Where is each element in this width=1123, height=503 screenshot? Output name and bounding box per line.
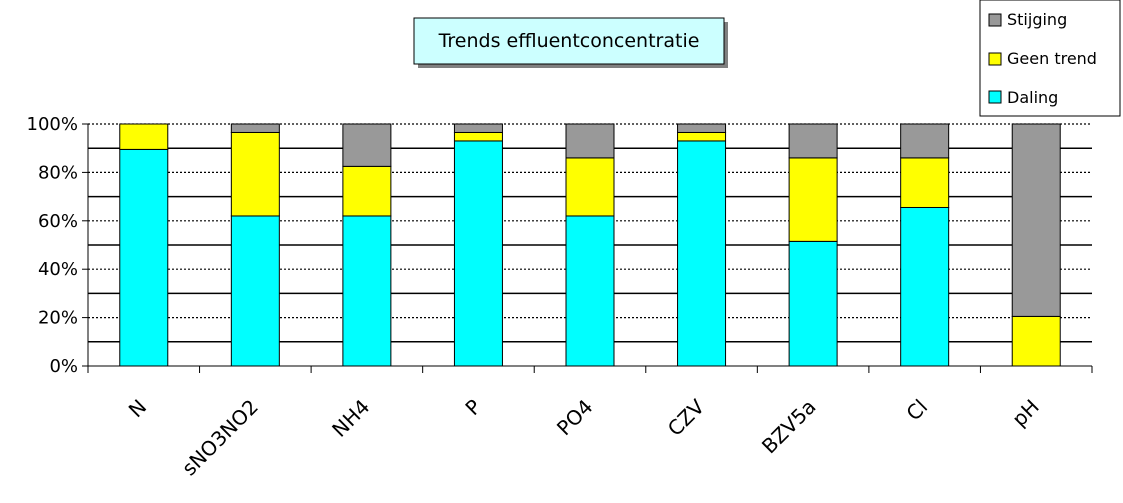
y-tick-label: 20% <box>38 308 78 329</box>
legend-swatch-daling <box>988 90 1002 104</box>
bar-daling <box>788 240 838 367</box>
chart-title-box: Trends effluentconcentratie <box>413 17 728 68</box>
legend-swatch-geen-trend <box>988 52 1002 66</box>
bar-daling <box>453 140 503 367</box>
bar-geen-trend <box>677 131 727 142</box>
legend-label-geen-trend: Geen trend <box>1007 49 1097 68</box>
bar-geen-trend <box>230 131 280 217</box>
legend: Stijging Geen trend Daling <box>979 0 1121 117</box>
x-category-label: BZV5a <box>757 395 821 459</box>
bar-geen-trend <box>788 157 838 242</box>
bar-stijging <box>788 123 838 159</box>
x-category-label: CZV <box>663 394 709 440</box>
legend-label-daling: Daling <box>1007 88 1058 107</box>
bar-daling <box>119 148 169 367</box>
bar-geen-trend <box>119 123 169 150</box>
bar-daling <box>230 215 280 367</box>
chart-title: Trends effluentconcentratie <box>438 30 700 52</box>
x-category-label: Cl <box>901 395 932 426</box>
legend-label-stijging: Stijging <box>1007 10 1067 29</box>
bar-geen-trend <box>453 131 503 142</box>
x-category-label: sNO3NO2 <box>177 395 263 481</box>
x-category-label: P <box>460 395 486 421</box>
y-tick-label: 80% <box>38 162 78 183</box>
bar-stijging <box>565 123 615 159</box>
legend-swatch-stijging <box>988 13 1002 27</box>
bar-stijging <box>230 123 280 133</box>
bar-geen-trend <box>1011 315 1061 367</box>
bar-daling <box>677 140 727 367</box>
bar-stijging <box>900 123 950 159</box>
bar-daling <box>900 206 950 367</box>
bar-stijging <box>453 123 503 133</box>
x-category-label: pH <box>1007 395 1044 432</box>
bar-geen-trend <box>342 165 392 217</box>
y-tick-label: 100% <box>27 114 78 135</box>
y-tick-label: 0% <box>49 356 78 377</box>
y-tick-label: 40% <box>38 259 78 280</box>
bar-stijging <box>677 123 727 133</box>
legend-item-stijging: Stijging <box>988 10 1067 29</box>
bar-daling <box>342 215 392 367</box>
x-category-label: N <box>124 395 152 423</box>
bar-stijging <box>342 123 392 167</box>
legend-item-geen-trend: Geen trend <box>988 49 1097 68</box>
x-category-label: NH4 <box>327 395 374 442</box>
bar-daling <box>565 215 615 367</box>
plot-area: 0% 20% 40% 60% 80% 100% N sNO3NO2 NH4 P PO4 CZV BZV5… <box>27 114 1093 481</box>
legend-box <box>979 0 1121 117</box>
bar-stijging <box>1011 123 1061 317</box>
x-category-label: PO4 <box>552 395 598 441</box>
title-background <box>413 17 725 65</box>
bar-geen-trend <box>900 157 950 208</box>
bar-geen-trend <box>565 157 615 217</box>
y-tick-label: 60% <box>38 211 78 232</box>
legend-item-daling: Daling <box>988 88 1058 107</box>
